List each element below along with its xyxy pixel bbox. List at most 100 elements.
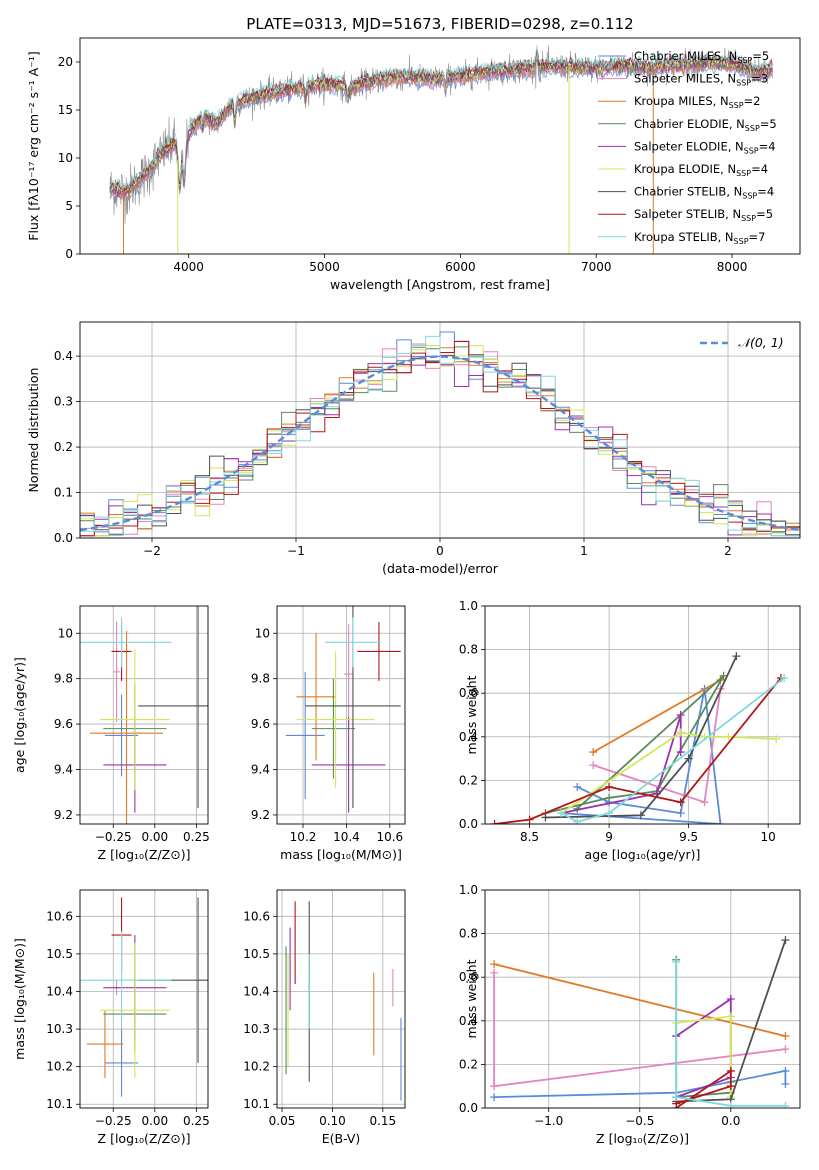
x-tick-label: 10.6	[376, 830, 403, 844]
chart-spectrum: 4000 5000 6000 7000 8000 0 5 10 15 20 wavelength […	[26, 37, 801, 292]
legend-nssp-subscript: SSP	[741, 214, 756, 223]
weight-point-marker	[781, 1032, 790, 1041]
chart-age-vs-mass: 10.2 10.4 10.6 9.2 9.4 9.6 9.8 10 mass [log₁₀(M/…	[251, 605, 406, 862]
legend-nssp-prefix: , N	[718, 230, 734, 244]
weight-series-line	[592, 679, 721, 753]
legend-nssp-subscript: SSP	[736, 169, 751, 178]
x-axis-label: Z [log₁₀(Z/Z⊙)]	[596, 1131, 689, 1146]
weight-point-marker	[676, 809, 685, 818]
axes-frame	[484, 889, 801, 1109]
x-tick-label: 0.05	[269, 1114, 296, 1128]
legend-nssp-prefix: , N	[725, 207, 741, 221]
legend-nssp-value: =5	[760, 117, 777, 131]
y-tick-label: 0.0	[459, 1101, 478, 1115]
y-axis-label: Flux [fλ10⁻¹⁷ erg cm⁻² s⁻¹ A⁻¹]	[26, 51, 41, 240]
y-axis-label: mass [log₁₀(M/M⊙)]	[12, 938, 27, 1060]
weight-point-marker	[732, 652, 741, 661]
chart-mass-vs-Z: −0.25 0.00 0.25 10.1 10.2 10.3 10.4 10.5 10.6 Z […	[12, 889, 210, 1146]
y-tick-label: 10	[255, 626, 270, 640]
weight-point-marker	[726, 1012, 735, 1021]
weight-point-marker	[726, 995, 735, 1003]
legend-entry: Chabrier STELIB, NSSP=4	[634, 185, 774, 201]
legend-entry: 𝒩(0, 1)	[738, 335, 784, 350]
axes-frame	[79, 321, 801, 539]
weight-series-line	[675, 961, 786, 1107]
plot-area	[285, 606, 401, 813]
x-tick-label: 1	[580, 544, 588, 558]
legend-series-name: Kroupa MILES	[634, 94, 713, 108]
legend-nssp-value: =4	[751, 162, 768, 176]
legend-nssp-prefix: , N	[728, 139, 744, 153]
x-tick-label: −0.25	[95, 830, 132, 844]
y-tick-label: 1.0	[459, 599, 478, 613]
y-axis-label: mass weight	[464, 675, 479, 754]
weight-point-marker	[781, 1066, 790, 1075]
weight-point-marker	[589, 761, 598, 770]
x-tick-label: −0.25	[95, 1114, 132, 1128]
weight-point-marker	[636, 811, 645, 820]
legend-nssp-value: =3	[751, 72, 768, 86]
weight-point-marker	[781, 1080, 790, 1089]
x-tick-label: 0	[436, 544, 444, 558]
plot-area	[80, 897, 208, 1097]
y-tick-label: 0.0	[459, 817, 478, 831]
weight-point-marker	[781, 936, 790, 945]
legend-entry: Kroupa ELODIE, NSSP=4	[634, 162, 768, 178]
axes-frame	[276, 889, 406, 1109]
chart-residuals: −2 −1 0 1 2 0.0 0.1 0.2 0.3 0.4 (data-model)/error…	[26, 321, 801, 576]
y-tick-label: 0.2	[459, 773, 478, 787]
plot-area	[285, 901, 402, 1101]
plot-area	[80, 606, 208, 824]
y-tick-label: 9.8	[54, 672, 73, 686]
y-tick-label: 0.0	[54, 531, 73, 545]
normal-reference-line	[80, 355, 800, 532]
weight-point-marker	[490, 968, 499, 977]
x-tick-label: 0.00	[141, 1114, 168, 1128]
weight-point-marker	[716, 820, 725, 824]
plot-area	[490, 652, 789, 824]
x-tick-label: 6000	[445, 260, 476, 274]
x-tick-label: −1.0	[534, 1114, 563, 1128]
y-tick-label: 10	[58, 151, 73, 165]
legend-nssp-prefix: , N	[720, 162, 736, 176]
y-tick-label: 10.5	[243, 947, 270, 961]
legend-nssp-prefix: , N	[726, 185, 742, 199]
legend-nssp-subscript: SSP	[745, 124, 760, 133]
x-tick-label: 2	[724, 544, 732, 558]
figure-title: PLATE=0313, MJD=51673, FIBERID=0298, z=0…	[246, 15, 633, 33]
y-tick-label: 9.2	[54, 808, 73, 822]
plot-area	[490, 936, 790, 1108]
x-tick-label: 0.10	[319, 1114, 346, 1128]
legend: 𝒩(0, 1)	[700, 335, 784, 350]
weight-series-line	[545, 655, 738, 819]
chart-weight-vs-Z: −1.0 −0.5 0.0 0.0 0.2 0.4 0.6 0.8 1.0 Z [log₁₀(Z/…	[459, 883, 801, 1146]
y-tick-label: 9.6	[251, 717, 270, 731]
y-tick-label: 9.8	[251, 672, 270, 686]
plot-area	[80, 331, 800, 537]
y-tick-label: 9.6	[54, 717, 73, 731]
legend-series-name: Chabrier MILES	[634, 49, 721, 63]
y-tick-label: 5	[65, 199, 73, 213]
x-tick-label: 9.5	[679, 830, 698, 844]
weight-point-marker	[589, 748, 598, 757]
weight-point-marker	[490, 820, 499, 824]
y-tick-label: 10.4	[243, 984, 270, 998]
legend-nssp-prefix: , N	[729, 117, 745, 131]
weight-point-marker	[726, 1082, 735, 1091]
y-axis-label: Normed distribution	[26, 368, 41, 493]
y-tick-label: 10.3	[46, 1022, 73, 1036]
legend-entry: Salpeter MILES, NSSP=3	[634, 72, 768, 88]
axes-frame	[79, 37, 801, 255]
y-axis-label: age [log₁₀(age/yr)]	[12, 657, 27, 773]
residual-histogram-line	[80, 335, 800, 537]
chart-weight-vs-age: 8.5 9 9.5 10 0.0 0.2 0.4 0.6 0.8 1.0 age [log₁₀(ag…	[459, 599, 801, 862]
y-tick-label: 9.4	[251, 763, 270, 777]
legend-nssp-subscript: SSP	[742, 192, 757, 201]
y-tick-label: 0.8	[459, 927, 478, 941]
weight-point-marker	[676, 711, 685, 719]
x-axis-label: (data-model)/error	[382, 561, 499, 576]
y-axis-label: mass weight	[464, 959, 479, 1038]
y-tick-label: 10.3	[243, 1022, 270, 1036]
x-axis-label: wavelength [Angstrom, rest frame]	[330, 277, 550, 292]
